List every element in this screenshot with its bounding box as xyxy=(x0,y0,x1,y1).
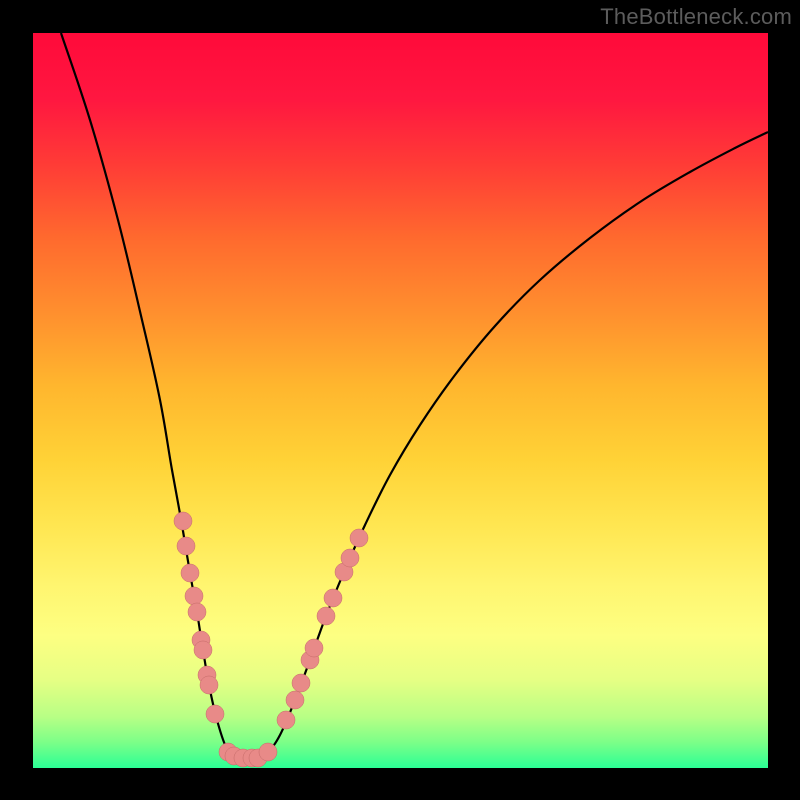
chart-container: TheBottleneck.com xyxy=(0,0,800,800)
data-marker xyxy=(259,743,277,761)
data-marker xyxy=(286,691,304,709)
gradient-background xyxy=(33,33,768,768)
data-marker xyxy=(194,641,212,659)
data-marker xyxy=(305,639,323,657)
data-marker xyxy=(324,589,342,607)
data-marker xyxy=(174,512,192,530)
data-marker xyxy=(185,587,203,605)
data-marker xyxy=(206,705,224,723)
data-marker xyxy=(200,676,218,694)
watermark-text: TheBottleneck.com xyxy=(600,4,792,30)
data-marker xyxy=(292,674,310,692)
data-marker xyxy=(350,529,368,547)
data-marker xyxy=(181,564,199,582)
data-marker xyxy=(188,603,206,621)
data-marker xyxy=(317,607,335,625)
data-marker xyxy=(341,549,359,567)
data-marker xyxy=(177,537,195,555)
data-marker xyxy=(277,711,295,729)
bottleneck-curve-chart xyxy=(0,0,800,800)
